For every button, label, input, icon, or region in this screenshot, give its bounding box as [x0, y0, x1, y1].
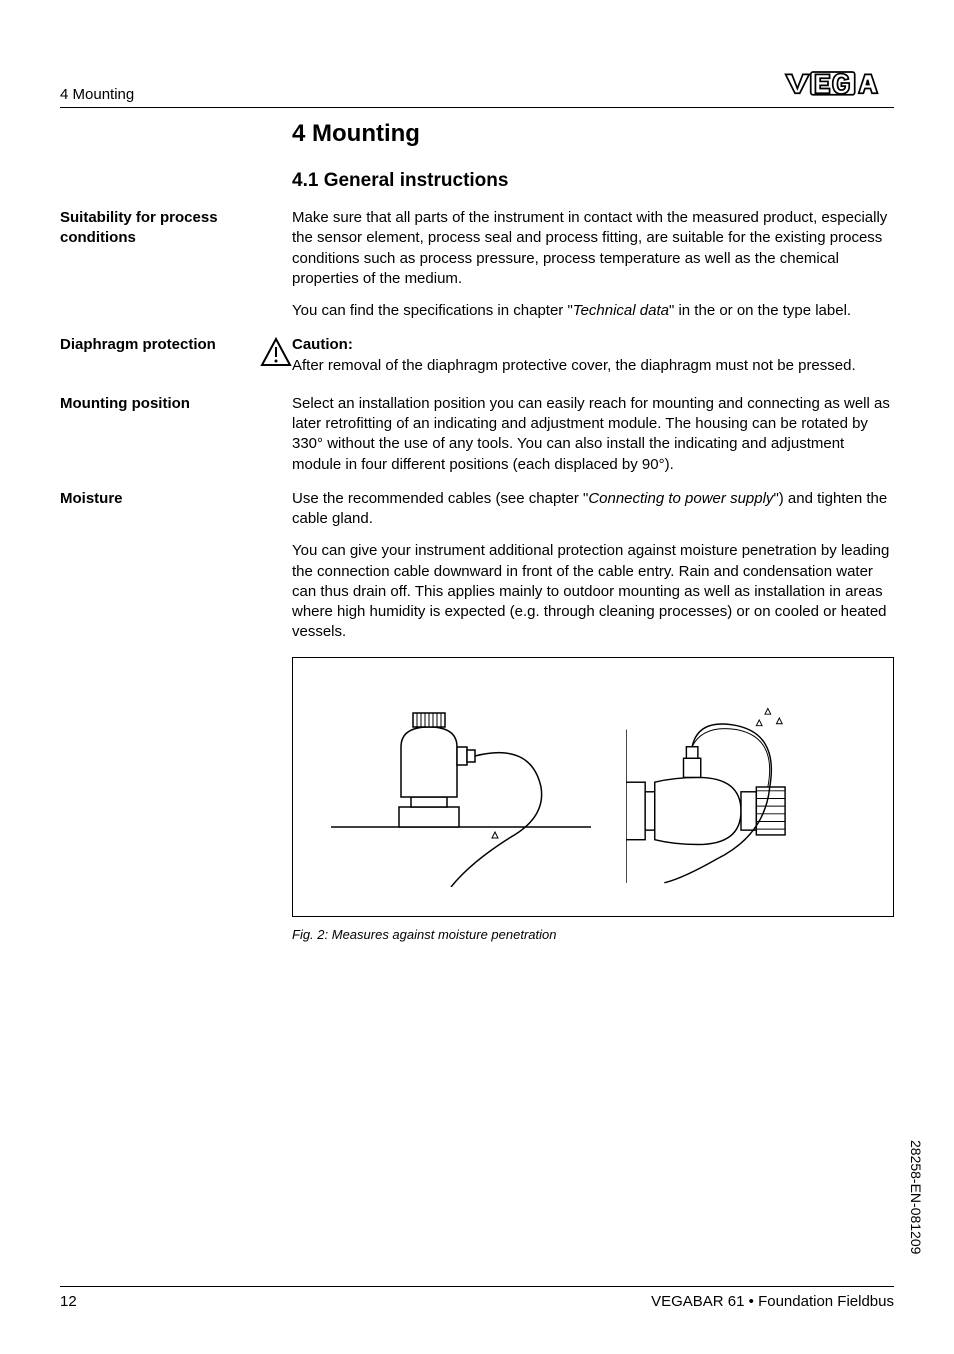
block-suitability: Suitability for process conditions Make … — [60, 208, 894, 321]
margin-label-suitability: Suitability for process conditions — [60, 208, 292, 247]
block-moisture: Moisture Use the recommended cables (see… — [60, 489, 894, 643]
body-column: Caution: After removal of the diaphragm … — [292, 335, 894, 376]
page-number: 12 — [60, 1293, 77, 1310]
figure-left-sensor-icon — [331, 687, 591, 887]
body-column: Use the recommended cables (see chapter … — [292, 489, 894, 643]
vega-logo — [784, 68, 894, 103]
page-header: 4 Mounting — [60, 68, 894, 108]
paragraph: Caution: After removal of the diaphragm … — [292, 335, 894, 376]
text-run-italic: Technical data — [573, 302, 669, 319]
paragraph: Use the recommended cables (see chapter … — [292, 489, 894, 530]
margin-column: Moisture — [60, 489, 292, 643]
header-section-label: 4 Mounting — [60, 86, 134, 103]
figure-2: Fig. 2: Measures against moisture penetr… — [292, 657, 894, 942]
figure-right-sensor-icon — [626, 687, 856, 887]
caution-label: Caution: — [292, 336, 353, 353]
paragraph: You can find the specifications in chapt… — [292, 301, 894, 321]
page-footer: 12 VEGABAR 61 • Foundation Fieldbus — [60, 1286, 894, 1310]
block-mounting: Mounting position Select an installation… — [60, 394, 894, 475]
block-diaphragm: Diaphragm protection Caution: After remo… — [60, 335, 894, 376]
page-content: 4 Mounting 4.1 General instructions Suit… — [60, 120, 894, 942]
body-column: Select an installation position you can … — [292, 394, 894, 475]
text-run: " in the or on the type label. — [669, 302, 851, 319]
section-heading: 4.1 General instructions — [292, 170, 894, 192]
text-run: You can find the specifications in chapt… — [292, 302, 573, 319]
footer-product: VEGABAR 61 • Foundation Fieldbus — [651, 1293, 894, 1310]
paragraph: Select an installation position you can … — [292, 394, 894, 475]
margin-column: Diaphragm protection — [60, 335, 292, 376]
body-column: Make sure that all parts of the instrume… — [292, 208, 894, 321]
figure-caption: Fig. 2: Measures against moisture penetr… — [292, 927, 894, 942]
text-run-italic: Connecting to power supply — [588, 490, 773, 507]
margin-label-mounting: Mounting position — [60, 394, 292, 414]
text-run: Use the recommended cables (see chapter … — [292, 490, 588, 507]
chapter-heading: 4 Mounting — [292, 120, 894, 148]
margin-label-diaphragm: Diaphragm protection — [60, 335, 252, 355]
paragraph: You can give your instrument additional … — [292, 541, 894, 642]
margin-column: Mounting position — [60, 394, 292, 475]
margin-label-moisture: Moisture — [60, 489, 292, 509]
document-id: 28258-EN-081209 — [908, 1140, 924, 1254]
caution-icon — [260, 335, 292, 372]
text-run: After removal of the diaphragm protectiv… — [292, 357, 856, 374]
margin-column: Suitability for process conditions — [60, 208, 292, 321]
figure-frame — [292, 657, 894, 917]
paragraph: Make sure that all parts of the instrume… — [292, 208, 894, 289]
